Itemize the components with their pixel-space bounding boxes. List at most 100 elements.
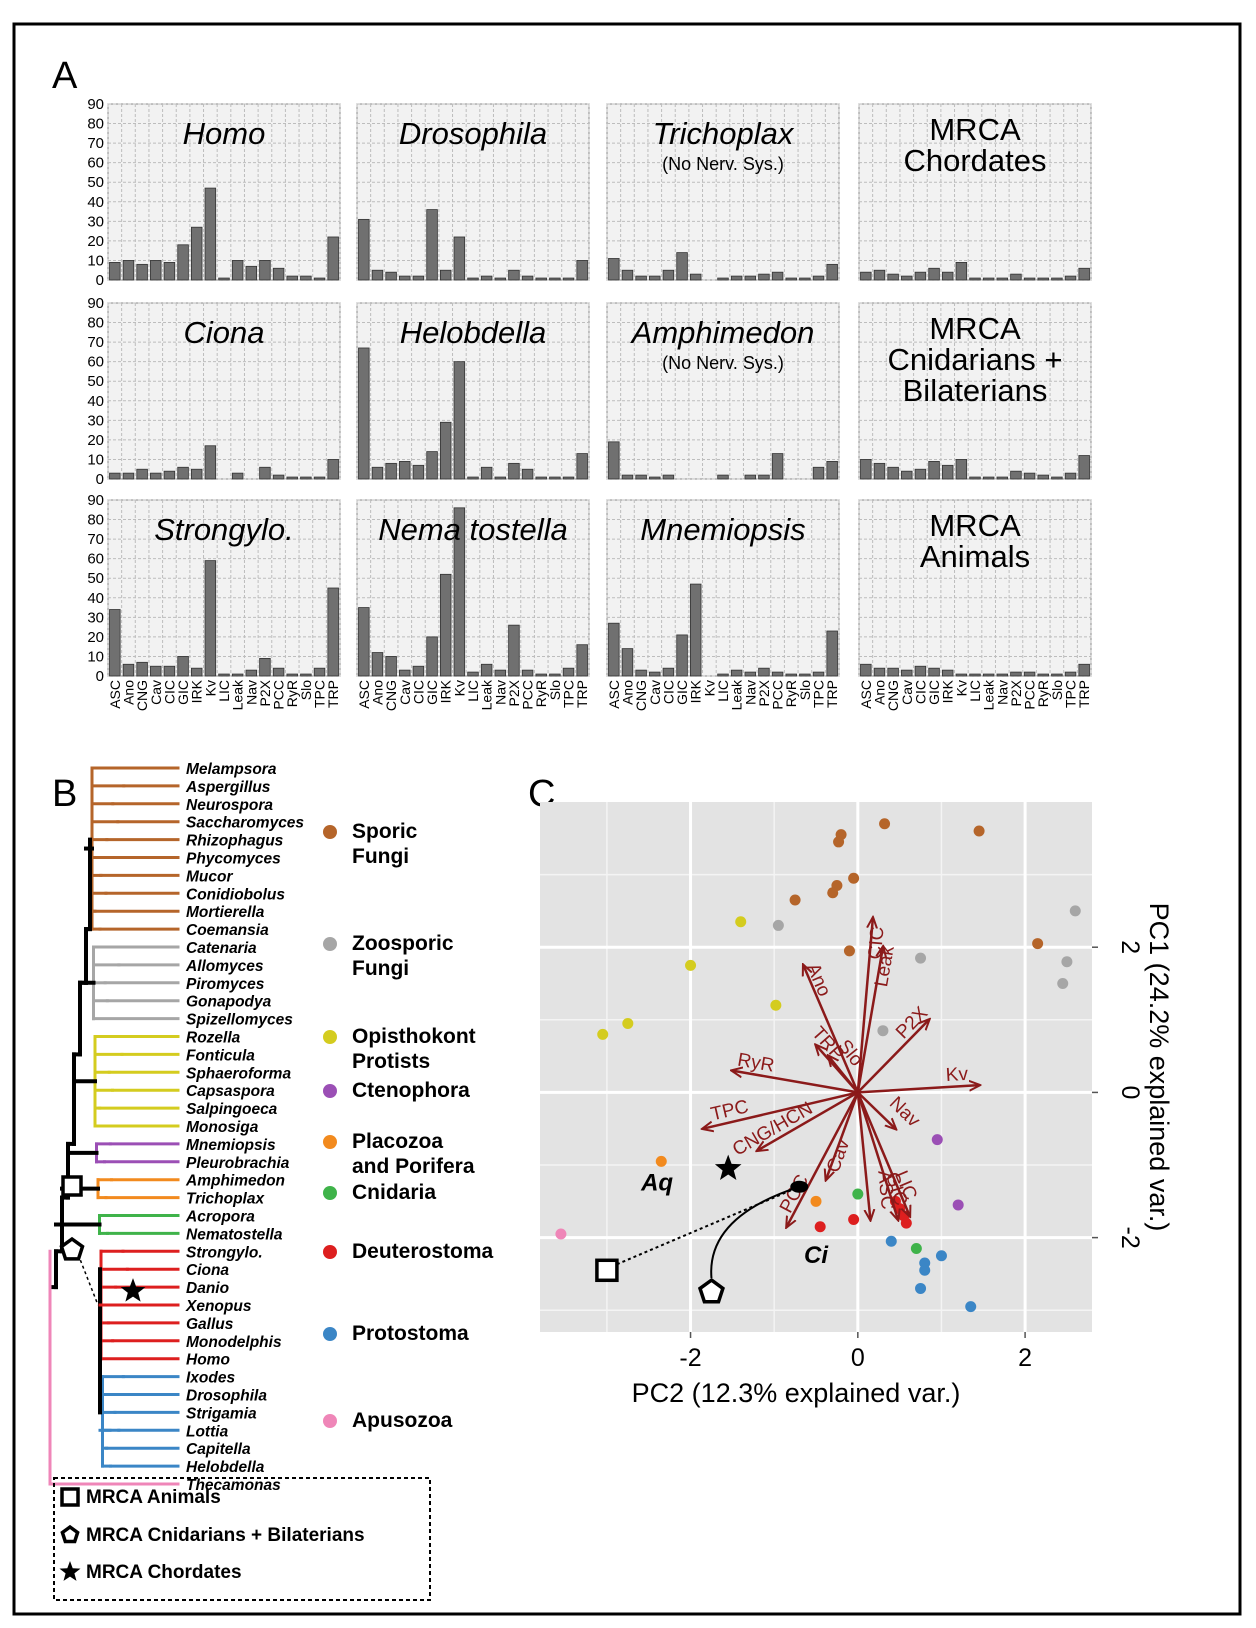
x-tick-label: ASC — [858, 680, 874, 709]
bar-LIC — [969, 277, 981, 281]
bar-LIC — [717, 277, 729, 281]
taxon-label: Mortierella — [186, 904, 265, 921]
taxon-label: Gallus — [186, 1316, 234, 1333]
bar-CIC — [412, 275, 425, 281]
bar-Kv — [955, 673, 968, 677]
bar-TPC — [313, 667, 326, 677]
bar-Leak — [982, 476, 995, 480]
subplot-title: Ciona — [184, 315, 265, 350]
x-tick-label: CNG — [134, 680, 150, 711]
y-tick-label: 30 — [87, 213, 104, 230]
subplot-frame — [356, 302, 590, 480]
legend-marker-square — [60, 1487, 80, 1507]
taxon-label: Capsaspora — [186, 1083, 275, 1100]
x-tick-label: RyR — [783, 680, 799, 707]
taxon-label: Aspergillus — [185, 779, 271, 796]
bar-TRP — [327, 587, 339, 677]
bar-GIC — [177, 466, 189, 480]
x-tick-label: P2X — [257, 679, 273, 706]
loading-arrow-GIC — [856, 1092, 898, 1219]
bar-GIC — [426, 636, 438, 677]
bar-CIC — [163, 665, 176, 677]
group-label: Ctenophora — [352, 1079, 470, 1102]
subplot-title-line3: Bilaterians — [903, 373, 1048, 408]
group-label: Sporic — [352, 820, 418, 843]
taxon-label: Xenopus — [185, 1298, 252, 1315]
bar-Nav — [996, 673, 1009, 677]
x-tick-label: P2X — [756, 679, 772, 706]
bar-Cav — [649, 476, 661, 480]
group-label-line2: Fungi — [352, 845, 409, 868]
subplot-frame — [107, 302, 341, 480]
bar-TRP — [327, 236, 339, 281]
bar-CIC — [412, 665, 425, 677]
bar-P2X — [259, 466, 271, 480]
loading-arrow-CIC — [856, 918, 873, 1093]
bar-LIC — [969, 476, 981, 480]
bar-CNG — [385, 656, 397, 677]
bar-Cav — [399, 669, 411, 677]
y-tick-label: 50 — [87, 174, 104, 191]
bar-ASC — [860, 271, 872, 281]
taxon-label: Phycomyces — [186, 851, 281, 868]
bar-GIC — [928, 667, 940, 677]
x-tick-label: RyR — [284, 680, 300, 707]
bar-Nav — [744, 275, 757, 281]
bar-Kv — [955, 459, 968, 480]
bar-TRP — [826, 630, 838, 677]
bar-Kv — [204, 560, 217, 677]
subplot-10: Mnemiopsis ASCAnoCNGCavCICGICIRKKvLICLeak… — [606, 499, 840, 711]
group-label: Protostoma — [352, 1322, 469, 1345]
bar-RyR — [286, 673, 298, 677]
bar-Nav — [245, 669, 258, 677]
bar-CNG — [635, 669, 647, 677]
bar-GIC — [177, 656, 189, 677]
group-dot-zoosporic — [323, 937, 337, 951]
bar-TRP — [1078, 663, 1090, 677]
bar-Slo — [1051, 277, 1063, 281]
bar-IRK — [190, 226, 203, 281]
bar-CIC — [412, 464, 425, 480]
group-label-line2: Protists — [352, 1050, 430, 1073]
point-protostoma — [965, 1301, 977, 1313]
point-opisthokont — [597, 1028, 609, 1040]
bar-P2X — [758, 273, 770, 281]
bar-TPC — [1064, 472, 1077, 480]
x-tick-label: RyR — [1035, 680, 1051, 707]
panel-label-a: A — [52, 55, 78, 97]
bar-Cav — [150, 472, 162, 480]
bar-LIC — [467, 476, 479, 480]
subplot-9: Nema tostella ASCAnoCNGCavCICGICIRKKvLICL… — [356, 499, 590, 711]
subplot-title: Strongylo. — [154, 512, 294, 547]
bar-Slo — [799, 277, 811, 281]
subplot-frame — [606, 499, 840, 677]
x-tick-label: Slo — [1049, 680, 1065, 700]
subplot-5: Helobdella — [356, 302, 590, 480]
loading-arrow-Slo — [829, 1056, 859, 1094]
x-tick-label: Ano — [619, 680, 635, 705]
bar-CIC — [163, 470, 176, 480]
point-sporic — [879, 818, 891, 830]
taxon-label: Saccharomyces — [186, 815, 304, 832]
point-protostoma — [885, 1235, 897, 1247]
bar-Slo — [300, 476, 312, 480]
subplot-title: MRCA — [929, 508, 1021, 543]
group-label: Opisthokont — [352, 1025, 476, 1048]
y-tick-label: 80 — [87, 315, 104, 332]
bar-Nav — [996, 476, 1009, 480]
subplot-title-line2: Animals — [920, 539, 1030, 574]
subplot-1: Drosophila — [356, 103, 590, 281]
bar-CNG — [887, 273, 899, 281]
point-placozoa — [810, 1195, 822, 1207]
subplot-0: Homo 90 80 70 60 50 40 30 20 10 0 — [87, 96, 341, 289]
bar-Ano — [621, 269, 634, 281]
bar-TPC — [562, 667, 575, 677]
subplot-title: Amphimedon — [630, 315, 815, 350]
subplot-title-line2: Chordates — [903, 143, 1046, 178]
bar-Leak — [231, 260, 244, 281]
y-tick-label: 0 — [96, 471, 104, 488]
bar-Ano — [873, 269, 886, 281]
point-opisthokont — [622, 1017, 634, 1029]
